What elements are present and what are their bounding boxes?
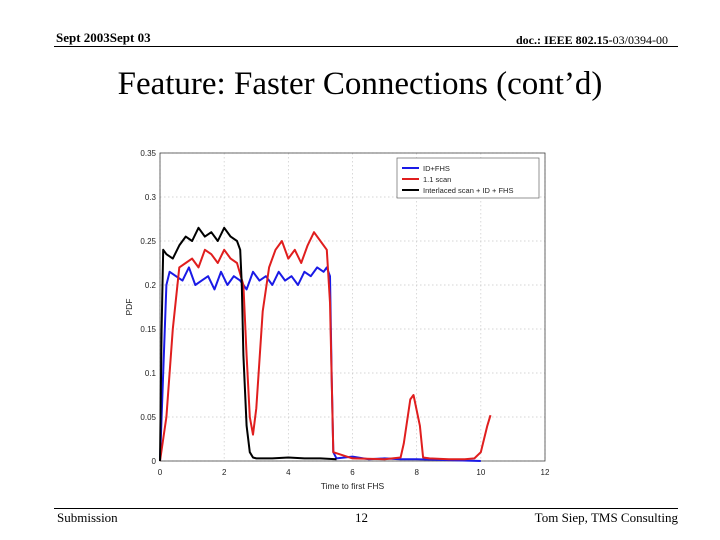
y-tick-label: 0 xyxy=(152,457,157,466)
y-tick-label: 0.3 xyxy=(145,193,157,202)
x-tick-label: 12 xyxy=(541,468,550,477)
slide-title: Feature: Faster Connections (cont’d) xyxy=(117,66,603,102)
x-tick-label: 10 xyxy=(476,468,485,477)
footer-author: Tom Siep, TMS Consulting xyxy=(534,510,678,525)
y-axis-label: PDF xyxy=(124,299,134,316)
y-tick-label: 0.15 xyxy=(140,325,156,334)
legend-label-3: Interlaced scan + ID + FHS xyxy=(423,186,513,195)
footer-rule xyxy=(54,508,678,509)
series-line-1 xyxy=(159,266,481,462)
y-tick-label: 0.05 xyxy=(140,413,156,422)
header-doc-id: doc.: IEEE 802.15-03/0394-00 xyxy=(516,33,668,48)
legend-label-2: 1.1 scan xyxy=(423,175,451,184)
footer-page-number: 12 xyxy=(355,510,368,525)
legend-box xyxy=(396,157,540,199)
plot-area-frame xyxy=(159,152,546,462)
header-doc-number: 03/0394-00 xyxy=(612,33,668,47)
header-doc-prefix: doc.: IEEE 802.15- xyxy=(515,33,613,47)
series-line-3 xyxy=(159,226,337,462)
x-tick-label: 4 xyxy=(286,468,291,477)
legend-label-1: ID+FHS xyxy=(423,164,450,173)
y-tick-label: 0.2 xyxy=(145,281,157,290)
x-tick-label: 0 xyxy=(158,468,163,477)
series-line-2 xyxy=(159,231,492,462)
pdf-chart: 0 2 4 6 8 10 12 0 0.05 0.1 0.15 0.2 0.25 0.3 0.35 Time … xyxy=(124,149,550,490)
x-tick-label: 8 xyxy=(414,468,419,477)
x-axis-label: Time to first FHS xyxy=(321,481,385,490)
y-tick-label: 0.1 xyxy=(145,369,157,378)
chart-container: 0 2 4 6 8 10 12 0 0.05 0.1 0.15 0.2 0.25 0.3 0.35 Time … xyxy=(108,140,568,490)
y-tick-label: 0.25 xyxy=(140,237,156,246)
header-rule xyxy=(54,46,678,47)
footer-submission: Submission xyxy=(57,510,118,525)
y-tick-label: 0.35 xyxy=(140,149,156,158)
header-date: Sept 2003Sept 03 xyxy=(56,30,151,45)
x-tick-label: 6 xyxy=(350,468,355,477)
x-tick-label: 2 xyxy=(222,468,227,477)
